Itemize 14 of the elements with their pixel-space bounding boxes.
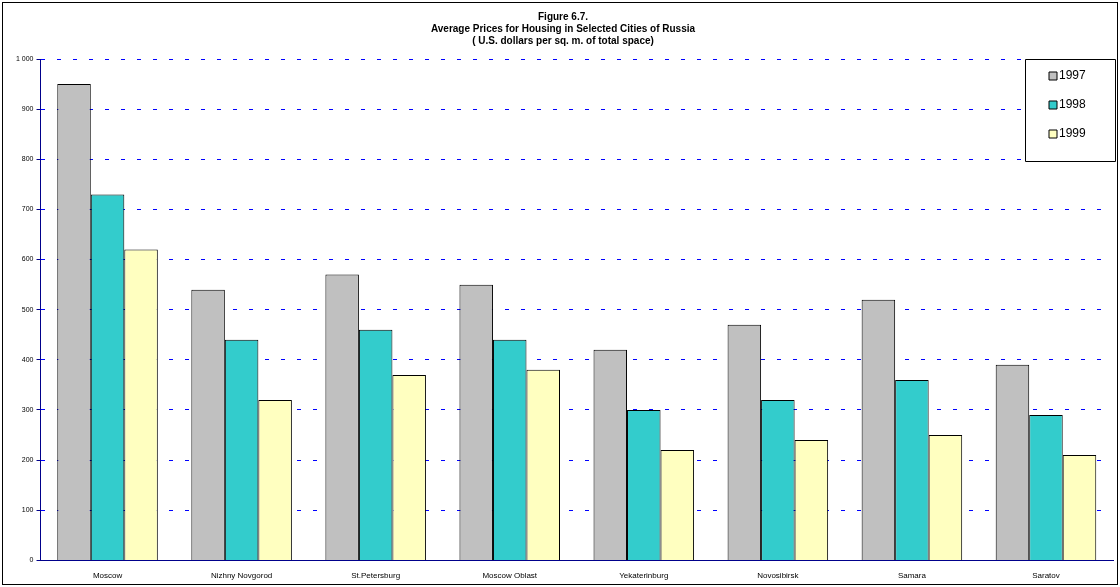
text: ( U.S. dollars per sq. m. of total space): [472, 34, 654, 46]
legend-label: 1999: [1059, 126, 1087, 141]
legend-label: 1998: [1059, 97, 1087, 112]
x-tick-label: Novosibirsk: [757, 571, 800, 581]
x-tick-label: Yekaterinburg: [619, 571, 669, 581]
text: Average Prices for Housing in Selected Cities of Russia: [430, 22, 696, 34]
x-tick-label: Moscow: [92, 571, 123, 581]
x-tick-label: St.Petersburg: [351, 571, 401, 581]
x-tick-label: Samara: [897, 571, 927, 581]
x-tick-label: Moscow Oblast: [482, 571, 538, 581]
x-tick-label: Saratov: [1032, 571, 1060, 581]
legend-label: 1997: [1059, 68, 1087, 83]
x-tick-label: Nizhny Novgorod: [210, 571, 273, 581]
text: Figure 6.7.: [537, 10, 589, 22]
